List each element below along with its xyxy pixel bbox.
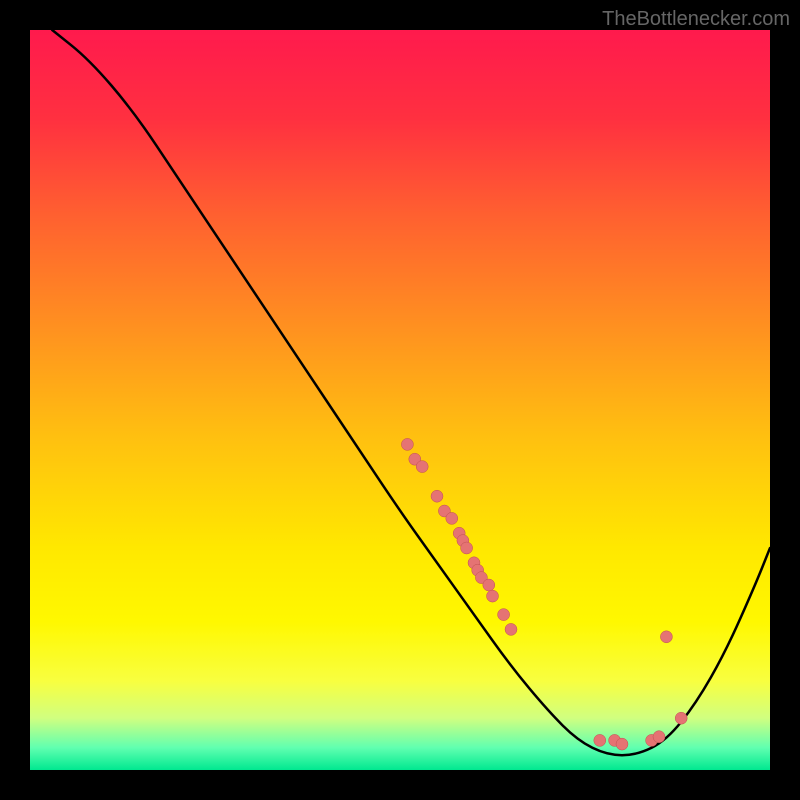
- data-point: [616, 738, 628, 750]
- data-point: [660, 631, 672, 643]
- bottleneck-chart: [0, 0, 800, 800]
- data-point: [446, 512, 458, 524]
- data-point: [416, 461, 428, 473]
- chart-background: [30, 30, 770, 770]
- data-point: [461, 542, 473, 554]
- data-point: [487, 590, 499, 602]
- data-point: [505, 623, 517, 635]
- data-point: [594, 734, 606, 746]
- data-point: [431, 490, 443, 502]
- data-point: [401, 438, 413, 450]
- data-point: [653, 731, 665, 743]
- data-point: [498, 609, 510, 621]
- data-point: [675, 712, 687, 724]
- data-point: [483, 579, 495, 591]
